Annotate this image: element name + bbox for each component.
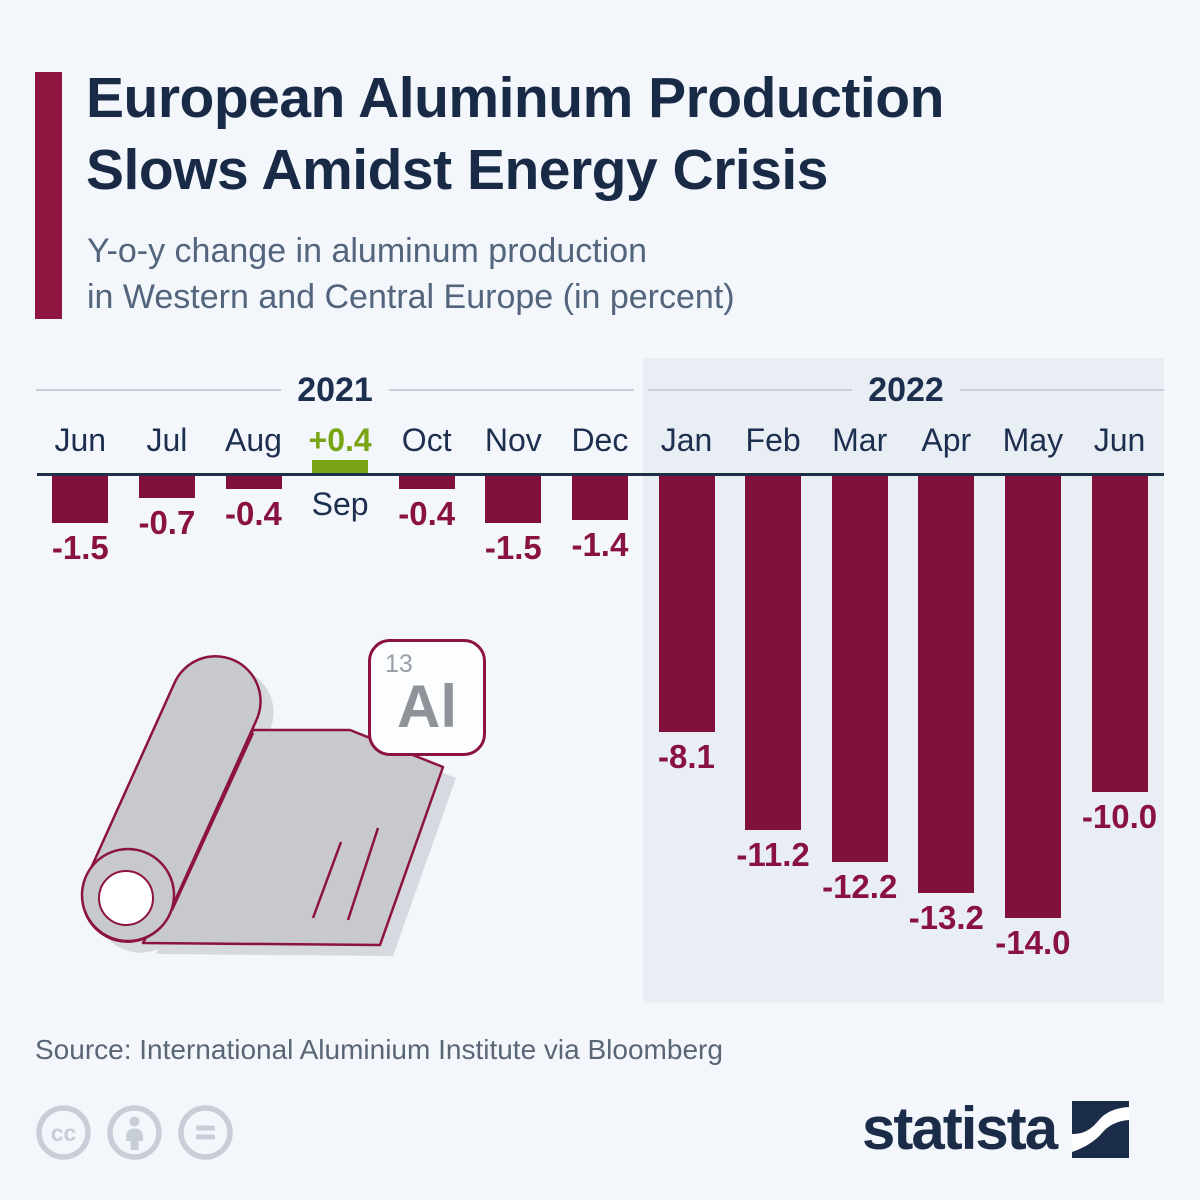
bar-2021-dec (571, 476, 628, 520)
chart-axis-line (37, 473, 1164, 476)
bar-2022-feb (745, 476, 802, 830)
month-label-2021-nov: Nov (484, 422, 542, 458)
title-line-1: European Aluminum Production (86, 66, 944, 130)
element-card-aluminum: 13 Al (368, 639, 486, 756)
bar-2021-aug (225, 476, 282, 489)
month-label-2022-apr: Apr (921, 422, 972, 458)
value-label-2021-jun: -1.5 (51, 529, 109, 566)
month-label-2022-jun: Jun (1093, 422, 1146, 458)
value-label-2022-mar: -12.2 (822, 868, 898, 905)
cc-icon: cc (36, 1105, 91, 1160)
value-label-2022-apr: -13.2 (908, 899, 984, 936)
bar-2021-oct (398, 476, 455, 489)
value-label-2021-dec: -1.4 (571, 526, 629, 563)
year-rule-right (959, 389, 1165, 391)
month-label-2022-mar: Mar (832, 422, 888, 458)
attribution-icon (107, 1105, 162, 1160)
subtitle-line-1: Y-o-y change in aluminum production (87, 232, 648, 270)
month-label-2021-jun: Jun (54, 422, 107, 458)
bar-2022-mar (831, 476, 888, 862)
bar-2021-jul (138, 476, 195, 498)
month-label-2021-oct: Oct (401, 422, 452, 458)
value-label-2021-jul: -0.7 (138, 504, 196, 541)
month-label-2021-aug: Aug (225, 422, 282, 458)
month-label-2022-feb: Feb (745, 422, 801, 458)
value-label-2021-aug: -0.4 (225, 495, 282, 532)
title-accent-bar (35, 72, 62, 319)
shine-mark-1 (311, 841, 343, 919)
month-label-2022-may: May (1002, 422, 1064, 458)
value-label-2022-jun: -10.0 (1081, 798, 1158, 835)
shine-mark-2 (346, 827, 380, 921)
month-label-2021-jul: Jul (146, 422, 188, 458)
license-icons: cc (35, 1104, 234, 1161)
subtitle-line-2: in Western and Central Europe (in percen… (87, 278, 735, 316)
bar-2021-nov (485, 476, 542, 523)
page-subtitle: Y-o-y change in aluminum production in W… (87, 228, 1087, 320)
year-header-2022: 2022 (648, 371, 1165, 409)
year-rule-left (648, 389, 853, 391)
statista-logo-mark (1072, 1101, 1130, 1158)
value-label-2022-jan: -8.1 (658, 738, 715, 775)
year-header-2021: 2021 (36, 371, 635, 409)
aluminum-roll-illustration (80, 655, 456, 956)
year-2022-panel (643, 358, 1164, 1003)
month-label-2021-dec: Dec (571, 422, 629, 458)
roll-core-hole (98, 870, 154, 926)
sheet-crease (170, 732, 255, 911)
svg-text:cc: cc (51, 1120, 77, 1146)
statista-logo: statista (862, 1095, 1130, 1162)
year-label-2021: 2021 (297, 371, 373, 409)
bar-2022-apr (918, 476, 975, 893)
bar-2022-jan (658, 476, 715, 732)
value-label-2022-feb: -11.2 (736, 836, 810, 873)
month-label-2021-sep: +0.4 (308, 422, 372, 458)
element-symbol: Al (397, 673, 457, 740)
title-line-2: Slows Amidst Energy Crisis (86, 138, 828, 202)
no-derivatives-icon (178, 1105, 233, 1160)
bar-2022-jun (1091, 476, 1148, 792)
value-label-2021-nov: -1.5 (484, 529, 542, 566)
statista-wordmark: statista (862, 1095, 1058, 1162)
source-text: Source: International Aluminium Institut… (35, 1034, 723, 1065)
value-label-2022-may: -14.0 (995, 924, 1071, 961)
bar-2021-sep (312, 460, 369, 473)
bar-2022-may (1004, 476, 1061, 918)
year-label-2022: 2022 (868, 371, 944, 409)
year-rule-right (388, 389, 635, 391)
page-title: European Aluminum Production Slows Amids… (86, 62, 1176, 206)
bar-2021-jun (52, 476, 109, 523)
month-label-2022-jan: Jan (660, 422, 713, 458)
year-rule-left (36, 389, 282, 391)
value-label-2021-oct: -0.4 (398, 495, 456, 532)
atomic-number: 13 (385, 650, 413, 678)
below-axis-month-label-2021-sep: Sep (311, 486, 369, 522)
